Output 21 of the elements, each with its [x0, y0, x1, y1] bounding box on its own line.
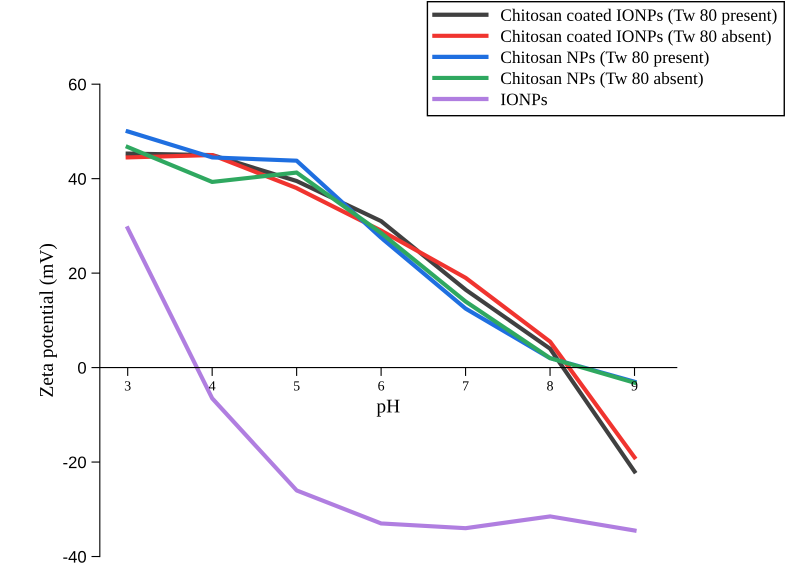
x-tick-label: 8: [547, 381, 553, 391]
y-axis-title: Zeta potential (mV): [39, 244, 57, 397]
x-axis-title: pH: [376, 400, 400, 417]
y-tick-label: -20: [63, 456, 86, 468]
y-tick-label: 40: [68, 173, 86, 185]
line-series: [126, 226, 637, 533]
x-tick-label: 6: [378, 381, 384, 391]
y-tick-label: -40: [63, 550, 86, 563]
x-tick-label: 3: [124, 381, 131, 391]
y-tick-label: 20: [68, 268, 86, 280]
y-tick-label: 60: [68, 78, 86, 90]
x-tick-label: 4: [208, 381, 216, 390]
x-tick-label: 7: [463, 381, 469, 390]
legend-label: Chitosan coated IONPs (Tw 80 absent): [501, 30, 771, 46]
legend-label: IONPs: [500, 94, 547, 106]
legend-label: Chitosan NPs (Tw 80 present): [501, 50, 709, 67]
y-tick-label: 0: [78, 362, 86, 374]
x-tick-label: 5: [294, 381, 300, 391]
x-tick-label: 9: [631, 381, 638, 391]
legend-label: Chitosan coated IONPs (Tw 80 present): [501, 8, 777, 25]
legend-label: Chitosan NPs (Tw 80 absent): [501, 72, 703, 88]
